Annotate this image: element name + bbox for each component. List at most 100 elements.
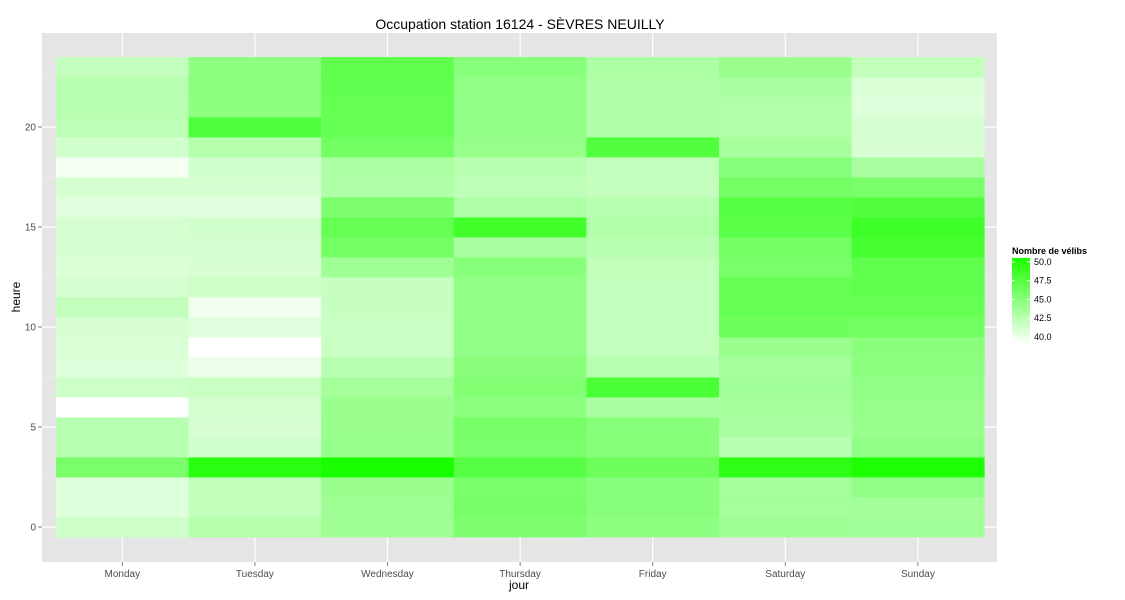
heatmap-cell — [851, 357, 985, 378]
heatmap-cell — [56, 457, 189, 478]
heatmap-cell — [719, 137, 852, 158]
heatmap-cell — [321, 297, 455, 318]
x-tick-label: Tuesday — [236, 569, 274, 580]
heatmap-cell — [453, 197, 587, 218]
heatmap-cell — [586, 317, 720, 338]
y-tick-label: 15 — [25, 223, 37, 234]
heatmap-cell — [719, 417, 852, 438]
heatmap-cell — [188, 77, 322, 98]
heatmap-cell — [56, 197, 189, 218]
heatmap-cell — [586, 257, 720, 278]
heatmap-cell — [851, 57, 985, 78]
heatmap-cell — [56, 237, 189, 258]
heatmap-cell — [453, 437, 587, 458]
heatmap-cell — [719, 497, 852, 518]
heatmap-cell — [719, 317, 852, 338]
heatmap-cell — [321, 457, 455, 478]
heatmap-cell — [586, 297, 720, 318]
heatmap-cell — [586, 457, 720, 478]
heatmap-cell — [453, 97, 587, 118]
heatmap-cell — [188, 177, 322, 198]
heatmap-cell — [719, 77, 852, 98]
heatmap-cell — [719, 257, 852, 278]
legend: Nombre de vélibs 50.0 47.5 45.0 42.5 40.0 — [1012, 246, 1087, 344]
heatmap-cell — [586, 217, 720, 238]
heatmap-cell — [453, 157, 587, 178]
heatmap-cell — [453, 457, 587, 478]
heatmap-cell — [188, 377, 322, 398]
heatmap-cell — [453, 377, 587, 398]
heatmap-cell — [188, 457, 322, 478]
heatmap-cell — [453, 357, 587, 378]
heatmap-cell — [719, 517, 852, 538]
heatmap-cell — [56, 397, 189, 418]
heatmap-cell — [188, 237, 322, 258]
heatmap-cell — [56, 417, 189, 438]
heatmap-cell — [851, 517, 985, 538]
x-tick-label: Monday — [105, 569, 141, 580]
heatmap-cell — [719, 437, 852, 458]
legend-break-label: 47.5 — [1034, 276, 1052, 286]
heatmap-cell — [453, 137, 587, 158]
x-tick-label: Sunday — [901, 569, 935, 580]
heatmap-cell — [586, 437, 720, 458]
heatmap-cell — [56, 97, 189, 118]
heatmap-cell — [56, 357, 189, 378]
heatmap-cell — [321, 257, 455, 278]
legend-break-label: 40.0 — [1034, 332, 1052, 342]
heatmap-cell — [851, 497, 985, 518]
y-axis-title: heure — [9, 281, 23, 312]
heatmap-cell — [453, 217, 587, 238]
heatmap-cell — [188, 197, 322, 218]
x-tick-label: Thursday — [499, 569, 541, 580]
heatmap-cell — [453, 257, 587, 278]
heatmap-cell — [851, 477, 985, 498]
heatmap-cell — [586, 517, 720, 538]
heatmap-cell — [453, 237, 587, 258]
heatmap-cell — [586, 237, 720, 258]
heatmap-cell — [321, 377, 455, 398]
heatmap-cell — [321, 97, 455, 118]
heatmap-cell — [188, 417, 322, 438]
heatmap-cell — [453, 477, 587, 498]
heatmap-cell — [586, 497, 720, 518]
heatmap-cell — [321, 437, 455, 458]
heatmap-cell — [321, 397, 455, 418]
heatmap-cell — [453, 317, 587, 338]
heatmap-cell — [586, 117, 720, 138]
heatmap-cell — [56, 157, 189, 178]
heatmap-cell — [56, 337, 189, 358]
heatmap-cell — [719, 397, 852, 418]
heatmap-cell — [851, 97, 985, 118]
heatmap-cell — [851, 297, 985, 318]
heatmap-cell — [719, 197, 852, 218]
heatmap-cell — [453, 57, 587, 78]
heatmap-cell — [851, 197, 985, 218]
x-axis-title: jour — [508, 578, 529, 592]
heatmap-cell — [56, 377, 189, 398]
heatmap-cell — [188, 497, 322, 518]
heatmap-cell — [188, 477, 322, 498]
heatmap-cell — [719, 217, 852, 238]
legend-break-label: 45.0 — [1034, 294, 1052, 304]
heatmap-cell — [586, 137, 720, 158]
heatmap-cell — [188, 157, 322, 178]
heatmap-cell — [188, 277, 322, 298]
legend-break-label: 42.5 — [1034, 313, 1052, 323]
heatmap-cell — [321, 237, 455, 258]
y-axis-ticks: 0 5 10 15 20 — [25, 123, 42, 534]
heatmap-cell — [56, 117, 189, 138]
heatmap-cell — [321, 217, 455, 238]
y-tick-label: 5 — [30, 423, 36, 434]
heatmap-cell — [719, 117, 852, 138]
heatmap-cell — [719, 457, 852, 478]
heatmap-cell — [56, 497, 189, 518]
heatmap-cell — [851, 317, 985, 338]
heatmap-cell — [851, 377, 985, 398]
heatmap-cell — [188, 337, 322, 358]
heatmap-cell — [188, 357, 322, 378]
heatmap-cell — [851, 137, 985, 158]
heatmap-cell — [321, 417, 455, 438]
heatmap-cell — [56, 517, 189, 538]
